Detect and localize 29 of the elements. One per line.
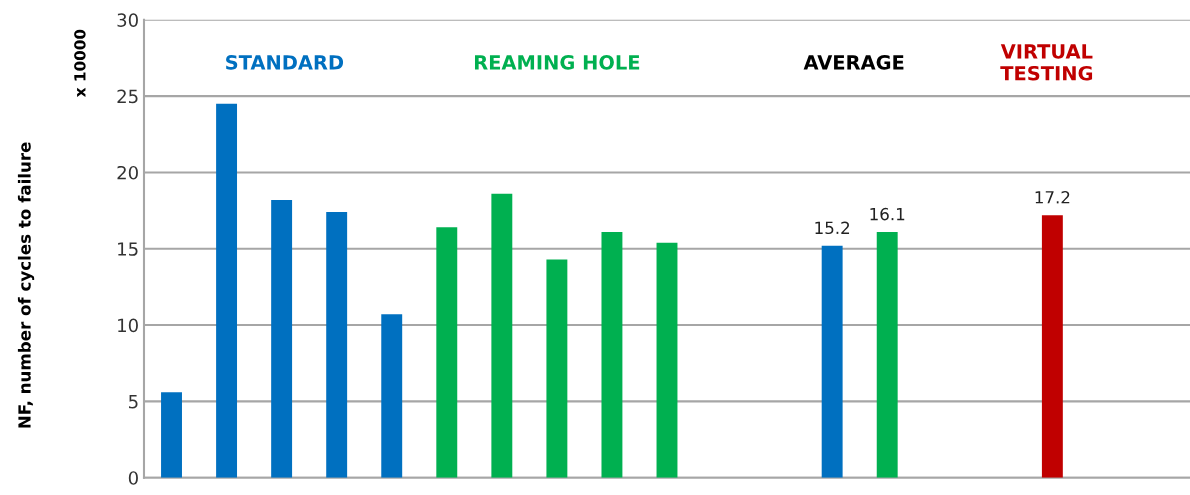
bar xyxy=(656,242,678,478)
y-tick-label: 0 xyxy=(128,471,138,485)
bar xyxy=(161,392,182,478)
bar xyxy=(436,227,458,478)
annotation: AVERAGE xyxy=(803,55,904,70)
text: x 10000 xyxy=(74,29,86,98)
bar xyxy=(381,314,403,478)
y-tick-label: 10 xyxy=(118,318,138,333)
y-tick-label: 5 xyxy=(129,395,138,409)
data-label: 16.1 xyxy=(870,207,905,221)
y-axis-title: NF, number of cycles to failure xyxy=(17,142,35,428)
data-label: 17.2 xyxy=(1035,190,1070,204)
bar xyxy=(326,212,348,478)
bar xyxy=(821,245,843,478)
annotation: REAMING HOLE xyxy=(474,55,640,70)
y-tick-label: 20 xyxy=(117,165,138,180)
data-label: 15.2 xyxy=(815,221,850,235)
y-tick-label: 15 xyxy=(118,242,138,256)
bar xyxy=(491,193,513,478)
y-tick-label: 25 xyxy=(117,89,138,104)
annotation: STANDARD xyxy=(226,55,344,70)
bar xyxy=(216,103,238,478)
y-tick-label: 30 xyxy=(117,13,138,27)
bar xyxy=(601,231,623,478)
bar xyxy=(271,199,293,478)
bar xyxy=(546,259,568,478)
bar xyxy=(876,231,898,478)
annotation: VIRTUAL TESTING xyxy=(1000,44,1093,81)
bar xyxy=(1041,215,1063,478)
